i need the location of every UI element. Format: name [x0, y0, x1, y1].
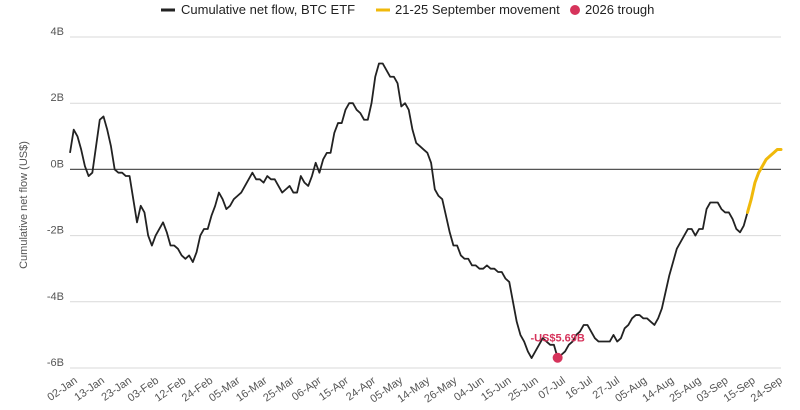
y-tick-label: 4B: [51, 26, 64, 38]
trough-marker-group: -US$5.69B: [530, 333, 585, 363]
series-line-september-movement: [746, 148, 783, 214]
y-tick-label: -6B: [47, 357, 64, 369]
x-tick-label: 25-Jun: [506, 375, 540, 404]
x-tick-label: 15-Jun: [479, 375, 513, 404]
y-tick-labels: 4B 2B 0B -2B -4B -6B: [47, 26, 64, 369]
x-tick-label: 07-Jul: [536, 375, 567, 402]
legend-label-main: Cumulative net flow, BTC ETF: [181, 2, 355, 17]
y-axis-title: Cumulative net flow (US$): [18, 141, 30, 269]
x-tick-label: 24-Sep: [749, 375, 785, 405]
x-tick-labels: 02-Jan13-Jan23-Jan03-Feb12-Feb24-Feb05-M…: [45, 374, 784, 405]
legend-label-highlight: 21-25 September movement: [395, 2, 560, 17]
y-tick-label: 2B: [51, 92, 64, 104]
x-tick-label: 16-Jul: [563, 375, 594, 402]
trough-label: -US$5.69B: [530, 333, 584, 345]
legend: Cumulative net flow, BTC ETF 21-25 Septe…: [161, 2, 654, 17]
series-line-btc-etf: [69, 62, 749, 359]
x-tick-label: 15-Apr: [317, 374, 351, 403]
legend-label-trough: 2026 trough: [585, 2, 654, 17]
gridlines: [70, 36, 781, 369]
y-tick-label: -4B: [47, 291, 64, 303]
x-tick-label: 02-Jan: [45, 375, 79, 404]
x-tick-label: 25-Mar: [261, 374, 297, 404]
trough-marker: [552, 352, 563, 363]
y-tick-label: 0B: [51, 158, 64, 170]
y-tick-label: -2B: [47, 225, 64, 237]
x-tick-label: 04-Jun: [452, 375, 486, 404]
x-tick-label: 06-Apr: [290, 374, 324, 403]
x-tick-label: 13-Jan: [72, 375, 106, 404]
series-lines: [69, 62, 783, 359]
legend-marker-trough: [570, 5, 580, 15]
